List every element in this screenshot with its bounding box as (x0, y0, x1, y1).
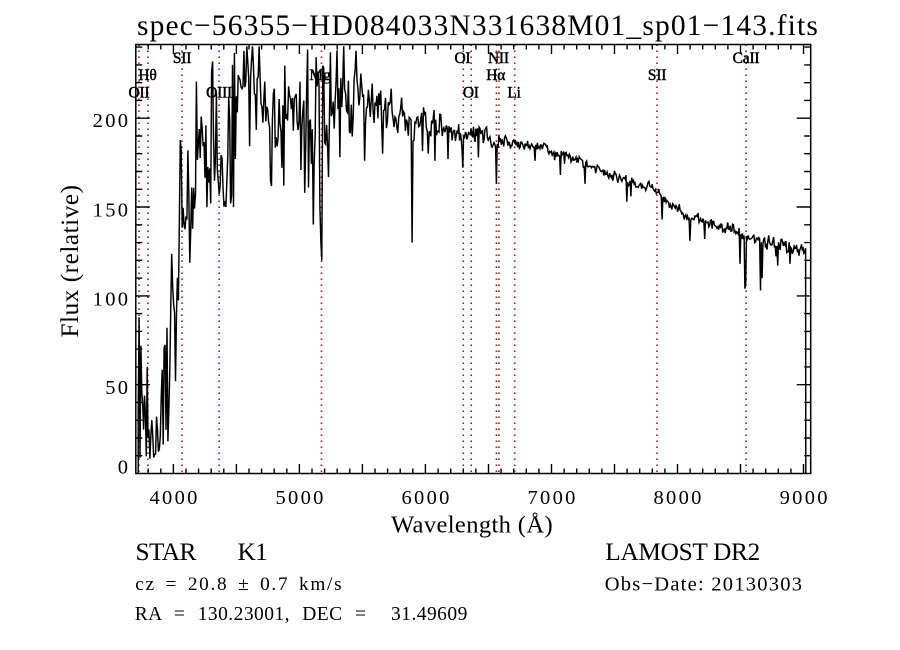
svg-text:NII: NII (488, 50, 509, 67)
svg-text:Obs−Date: 20130303: Obs−Date: 20130303 (605, 574, 804, 596)
svg-text:6000: 6000 (401, 487, 451, 509)
svg-text:Li: Li (507, 85, 521, 102)
svg-text:OI: OI (463, 85, 479, 102)
svg-text:5000: 5000 (275, 487, 325, 509)
svg-text:STAR: STAR (136, 538, 197, 566)
svg-text:4000: 4000 (149, 487, 199, 509)
svg-text:Flux (relative): Flux (relative) (57, 184, 84, 337)
svg-text:SII: SII (173, 50, 191, 67)
svg-text:cz = 20.8 ± 0.7 km/s: cz = 20.8 ± 0.7 km/s (135, 574, 343, 595)
svg-text:CaII: CaII (733, 50, 760, 67)
svg-text:SII: SII (648, 67, 666, 84)
svg-text:Mg: Mg (309, 67, 331, 84)
svg-text:K1: K1 (238, 538, 268, 566)
svg-text:50: 50 (105, 377, 130, 399)
svg-text:Hα: Hα (486, 67, 505, 84)
svg-text:8000: 8000 (653, 487, 703, 509)
svg-text:150: 150 (93, 199, 131, 221)
svg-text:Hθ: Hθ (138, 67, 156, 84)
svg-text:0: 0 (118, 457, 131, 479)
svg-text:spec−56355−HD084033N331638M01_: spec−56355−HD084033N331638M01_sp01−143.f… (137, 10, 819, 42)
svg-text:100: 100 (93, 288, 131, 310)
svg-text:200: 200 (93, 110, 131, 132)
svg-text:OII: OII (129, 85, 150, 102)
svg-text:RA = 130.23001, DEC = 31.4960: RA = 130.23001, DEC = 31.49609 (135, 604, 468, 625)
svg-text:LAMOST DR2: LAMOST DR2 (605, 538, 760, 566)
svg-text:7000: 7000 (527, 487, 577, 509)
svg-text:9000: 9000 (780, 487, 830, 509)
svg-text:OI: OI (455, 50, 471, 67)
svg-text:OIII: OIII (206, 85, 232, 102)
svg-text:Wavelength (Å): Wavelength (Å) (391, 511, 553, 538)
